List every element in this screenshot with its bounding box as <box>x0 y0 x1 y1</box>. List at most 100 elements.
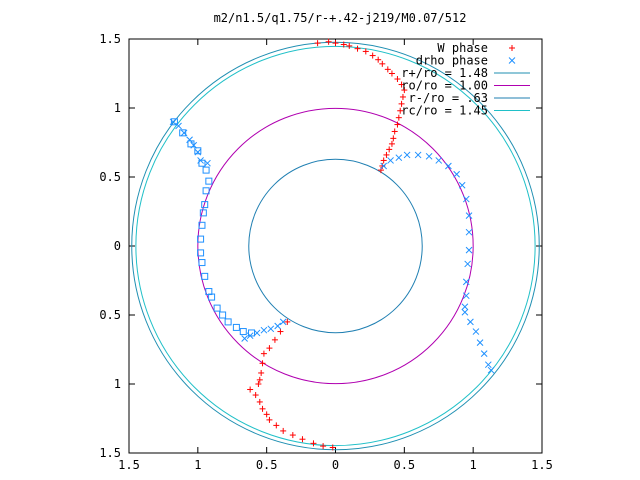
data-point <box>394 121 401 128</box>
data-point <box>274 322 282 330</box>
data-point <box>380 157 387 164</box>
data-point <box>199 209 207 217</box>
data-point <box>458 181 466 189</box>
legend-entry-label: r+/ro = 1.48 <box>401 66 488 80</box>
data-point <box>467 318 474 326</box>
data-points <box>169 38 495 451</box>
x-tick-label: 0.5 <box>256 458 278 472</box>
y-tick-label: 1.5 <box>99 32 121 46</box>
data-point <box>445 162 452 170</box>
data-point <box>253 329 261 337</box>
y-tick-label: 1.5 <box>99 446 121 460</box>
legend-entry-label: r-/ro = .63 <box>409 91 488 105</box>
x-tick-label: 1.5 <box>531 458 553 472</box>
data-point <box>255 381 262 387</box>
data-point <box>271 336 278 343</box>
data-point <box>487 366 495 374</box>
data-point <box>256 376 263 383</box>
y-tick-label: 1 <box>114 101 121 115</box>
data-point <box>277 328 284 335</box>
data-point <box>387 157 394 164</box>
data-point <box>398 81 405 88</box>
data-point <box>258 369 265 376</box>
data-point <box>388 70 395 77</box>
series-0 <box>247 38 408 451</box>
data-point <box>208 293 216 301</box>
data-point <box>465 246 473 254</box>
data-point <box>310 440 317 447</box>
data-point <box>346 42 353 49</box>
data-point <box>401 87 408 94</box>
data-point <box>386 146 393 153</box>
data-point <box>397 107 404 114</box>
data-point <box>377 167 384 174</box>
data-point <box>279 318 287 326</box>
legend-marker-sample <box>508 57 516 64</box>
data-point <box>435 157 443 164</box>
chart-title: m2/n1.5/q1.75/r-+.42-j219/M0.07/512 <box>214 11 467 25</box>
data-point <box>198 259 206 267</box>
legend-entry-label: drho phase <box>416 54 488 68</box>
data-point <box>461 303 469 311</box>
data-point <box>394 76 401 83</box>
data-point <box>462 292 470 300</box>
data-point <box>340 41 347 48</box>
data-point <box>198 159 206 167</box>
data-point <box>395 114 402 121</box>
data-point <box>472 328 480 335</box>
data-point <box>187 140 195 148</box>
y-tick-label: 0.5 <box>99 308 121 322</box>
circle-r-1 <box>197 107 474 385</box>
legend-entry-label: W phase <box>437 41 488 55</box>
data-point <box>453 170 461 178</box>
data-point <box>332 40 339 47</box>
data-point <box>248 329 256 337</box>
data-point <box>239 328 247 336</box>
series-2 <box>170 118 256 337</box>
data-point <box>465 212 473 219</box>
circle-r-0_63 <box>248 158 423 334</box>
data-point <box>197 235 205 243</box>
data-point <box>259 405 266 412</box>
data-point <box>369 52 376 59</box>
data-point <box>280 427 287 434</box>
data-point <box>383 151 390 158</box>
data-point <box>175 122 182 130</box>
data-point <box>179 129 187 137</box>
series-1 <box>169 118 495 374</box>
data-point <box>395 154 403 162</box>
data-point <box>263 411 270 418</box>
data-point <box>384 66 391 73</box>
y-tick-label: 0 <box>114 239 121 253</box>
data-point <box>398 100 405 107</box>
data-point <box>375 56 382 63</box>
y-tick-label: 1 <box>114 377 121 391</box>
data-point <box>204 159 211 167</box>
data-point <box>484 361 492 369</box>
legend-entry-label: ro/ro = 1.00 <box>401 79 488 93</box>
data-point <box>462 195 470 203</box>
data-point <box>267 325 275 333</box>
data-point <box>379 60 386 67</box>
data-point <box>380 162 388 170</box>
data-point <box>414 151 422 159</box>
data-point <box>284 318 291 325</box>
data-point <box>390 135 397 142</box>
data-point <box>314 40 321 47</box>
data-point <box>391 128 398 135</box>
data-point <box>379 162 386 169</box>
data-point <box>170 118 178 126</box>
data-point <box>325 38 332 45</box>
y-tick-label: 0.5 <box>99 170 121 184</box>
data-point <box>259 360 266 367</box>
x-tick-label: 1.5 <box>118 458 140 472</box>
data-point <box>260 350 267 357</box>
data-point <box>197 249 205 257</box>
data-point <box>256 398 263 405</box>
data-point <box>205 177 213 185</box>
data-point <box>273 422 280 429</box>
circle-r-1_45 <box>135 45 536 447</box>
data-point <box>201 272 209 280</box>
data-point <box>232 323 240 331</box>
